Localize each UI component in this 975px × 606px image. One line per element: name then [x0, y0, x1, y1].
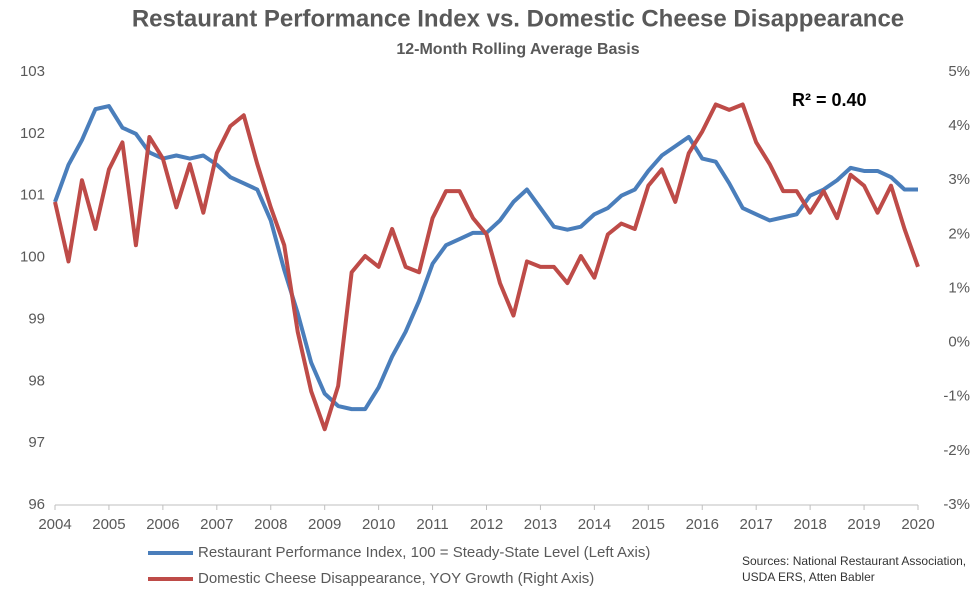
x-tick-label: 2013: [524, 516, 557, 533]
y-tick-label: 103: [20, 63, 45, 80]
y2-tick-label: -1%: [943, 388, 970, 405]
x-tick-label: 2015: [632, 516, 665, 533]
series-line: [53, 104, 918, 412]
y-tick-label: 96: [28, 496, 45, 513]
y-tick-label: 98: [28, 372, 45, 389]
x-tick-label: 2008: [254, 516, 287, 533]
y-tick-label: 102: [20, 125, 45, 142]
x-tick-label: 2009: [308, 516, 341, 533]
series-line: [53, 102, 920, 432]
legend-label: Domestic Cheese Disappearance, YOY Growt…: [198, 570, 594, 587]
y2-tick-label: -2%: [943, 442, 970, 459]
y2-tick-label: -3%: [943, 496, 970, 513]
y2-tick-label: 3%: [948, 171, 970, 188]
y-tick-label: 99: [28, 310, 45, 327]
x-tick-label: 2011: [416, 516, 448, 533]
source: Sources: National Restaurant Association…: [742, 554, 967, 584]
y-tick-label: 100: [20, 249, 45, 266]
chart-title: Restaurant Performance Index vs. Domesti…: [132, 5, 904, 32]
x-tick-label: 2019: [847, 516, 880, 533]
y-tick-label: 97: [28, 434, 45, 451]
annotation: R² = 0.40: [792, 90, 867, 110]
x-tick-label: 2006: [146, 516, 179, 533]
y2-tick-label: 2%: [948, 225, 970, 242]
y2-tick-label: 4%: [948, 117, 970, 134]
x-tick-label: 2018: [793, 516, 826, 533]
x-tick-label: 2010: [362, 516, 395, 533]
chart-subtitle: 12-Month Rolling Average Basis: [396, 41, 639, 58]
source-box: Sources: National Restaurant Association…: [742, 554, 967, 584]
x-tick-label: 2016: [686, 516, 719, 533]
x-tick-label: 2020: [901, 516, 934, 533]
y2-tick-label: 0%: [948, 334, 970, 351]
y-tick-label: 101: [20, 187, 45, 204]
y2-tick-label: 1%: [948, 279, 970, 296]
legend-label: Restaurant Performance Index, 100 = Stea…: [198, 544, 650, 561]
x-tick-label: 2007: [200, 516, 233, 533]
x-tick-label: 2005: [92, 516, 125, 533]
x-tick-label: 2014: [578, 516, 611, 533]
x-tick-label: 2004: [38, 516, 71, 533]
x-tick-label: 2017: [740, 516, 773, 533]
x-tick-label: 2012: [470, 516, 503, 533]
y2-tick-label: 5%: [948, 63, 970, 80]
